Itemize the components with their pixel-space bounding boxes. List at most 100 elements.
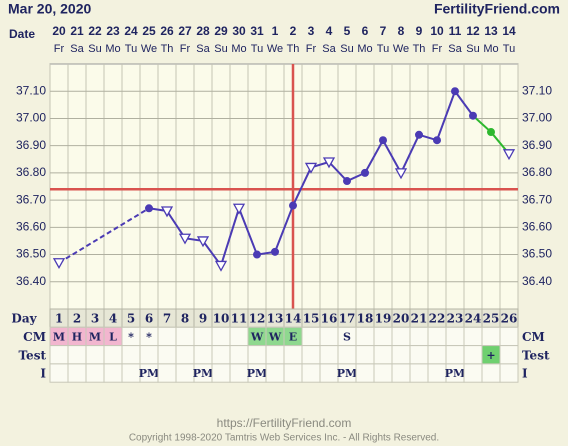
temperature-marker <box>160 206 174 218</box>
row-cell <box>157 363 177 383</box>
row-label-right: I <box>522 367 528 381</box>
row-cell <box>229 363 249 383</box>
row-entry: PM <box>337 367 357 380</box>
row-label-right: CM <box>522 330 545 344</box>
cycle-day: 18 <box>357 312 374 326</box>
row-entry: S <box>343 330 351 343</box>
row-entry: PM <box>193 367 213 380</box>
row-cell <box>85 363 105 383</box>
row-entry: W <box>268 330 282 343</box>
row-cell <box>229 326 249 347</box>
row-cell <box>265 363 285 383</box>
row-cell <box>427 345 447 365</box>
row-entry: E <box>289 330 297 343</box>
temperature-marker <box>178 233 192 245</box>
y-tick-label-right: 36.60 <box>522 220 552 234</box>
temperature-segment <box>382 139 402 174</box>
temperature-marker <box>433 136 441 145</box>
weekday-label: Mo <box>357 43 372 55</box>
site-name[interactable]: FertilityFriend.com <box>434 1 560 17</box>
row-cell <box>175 363 195 383</box>
cycle-day: 7 <box>163 312 171 326</box>
row-cell <box>49 363 69 383</box>
temperature-marker <box>394 168 408 180</box>
cycle-day: 21 <box>411 312 428 326</box>
row-cell <box>103 363 123 383</box>
row-cell <box>499 326 519 347</box>
cycle-day: 3 <box>91 312 99 326</box>
temperature-marker <box>52 258 66 270</box>
temperature-segment <box>472 114 492 133</box>
row-cell <box>157 345 177 365</box>
y-tick-label-right: 37.00 <box>522 111 552 125</box>
row-cell <box>481 363 501 383</box>
temperature-marker <box>451 87 459 96</box>
cycle-day: 10 <box>213 312 230 326</box>
row-cell <box>301 345 321 365</box>
y-tick-label-right: 36.80 <box>522 165 552 179</box>
row-cell <box>337 345 357 365</box>
cycle-day: 16 <box>321 312 338 326</box>
date-label: 13 <box>484 24 498 38</box>
temperature-segment <box>274 205 294 253</box>
row-cell <box>247 345 267 365</box>
row-label: I <box>40 367 46 381</box>
y-tick-label: 37.00 <box>16 111 46 125</box>
weekday-label: Su <box>214 43 227 55</box>
temperature-segment <box>400 134 420 174</box>
temperature-marker <box>289 201 297 210</box>
cycle-day: 14 <box>285 312 302 326</box>
weekday-label: Th <box>287 43 300 55</box>
row-cell <box>355 345 375 365</box>
temperature-segment <box>454 90 474 117</box>
row-entry: PM <box>445 367 465 380</box>
cycle-day: 8 <box>181 312 189 326</box>
date-label: 31 <box>250 24 264 38</box>
cycle-day: 20 <box>393 312 410 326</box>
date-label: 20 <box>52 24 66 38</box>
cycle-day: 23 <box>447 312 464 326</box>
row-cell <box>283 345 303 365</box>
row-label: CM <box>23 330 46 344</box>
footer-url[interactable]: https://FertilityFriend.com <box>217 416 352 430</box>
weekday-label: Tu <box>503 43 515 55</box>
cycle-day: 22 <box>429 312 446 326</box>
row-cell <box>85 345 105 365</box>
date-label: 24 <box>124 24 138 38</box>
weekday-label: Tu <box>125 43 137 55</box>
temperature-marker <box>271 247 279 256</box>
row-entry: PM <box>247 367 267 380</box>
row-entry: H <box>72 330 82 343</box>
date-label: 3 <box>308 24 315 38</box>
row-cell <box>319 326 339 347</box>
row-cell <box>463 345 483 365</box>
date-label: Date <box>9 27 35 41</box>
temperature-marker <box>232 203 246 215</box>
temperature-marker <box>343 177 351 186</box>
temperature-segment <box>220 207 240 266</box>
row-cell <box>445 326 465 347</box>
weekday-label: Sa <box>322 43 336 55</box>
chart-title: Mar 20, 2020 <box>8 1 91 17</box>
temperature-marker <box>487 128 495 137</box>
temperature-segment <box>436 90 456 141</box>
y-tick-label: 36.60 <box>16 220 46 234</box>
date-label: 5 <box>344 24 351 38</box>
cycle-day: 17 <box>339 312 356 326</box>
row-cell <box>301 363 321 383</box>
date-label: 14 <box>502 24 516 38</box>
row-cell <box>355 363 375 383</box>
temperature-marker <box>502 149 516 161</box>
cycle-day: 11 <box>231 312 248 326</box>
y-tick-label: 36.70 <box>16 192 46 206</box>
row-cell <box>265 345 285 365</box>
weekday-label: Sa <box>70 43 84 55</box>
y-tick-label-right: 36.40 <box>522 274 552 288</box>
date-label: 10 <box>430 24 444 38</box>
date-label: 7 <box>380 24 387 38</box>
row-entry: PM <box>139 367 159 380</box>
row-cell <box>121 345 141 365</box>
row-cell <box>373 326 393 347</box>
cycle-day: 9 <box>199 312 207 326</box>
